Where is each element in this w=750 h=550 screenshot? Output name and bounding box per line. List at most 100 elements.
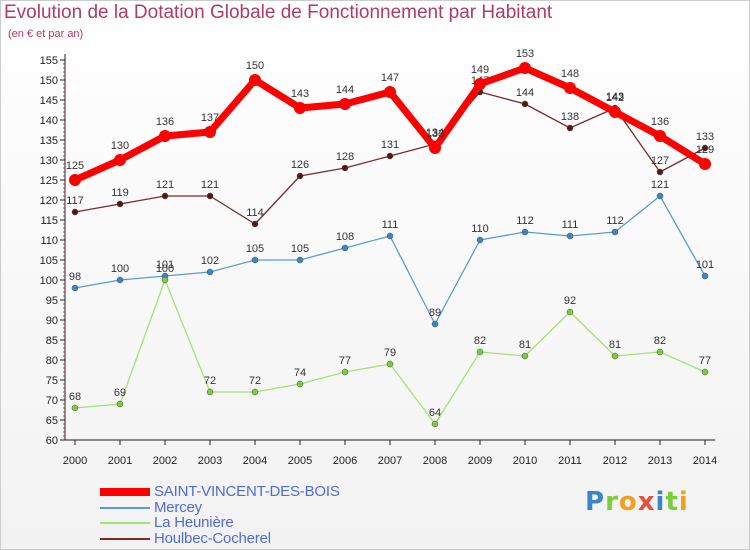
legend-swatch — [100, 488, 150, 496]
data-label: 112 — [606, 215, 624, 227]
data-point — [296, 172, 304, 180]
data-label: 114 — [246, 207, 264, 219]
data-point — [611, 228, 619, 236]
data-point — [294, 102, 306, 114]
y-tick-label: 150 — [40, 75, 58, 87]
x-tick-label: 2006 — [333, 455, 357, 467]
legend-item-la-heuniere: La Heunière — [100, 514, 360, 532]
x-tick-label: 2002 — [153, 455, 177, 467]
legend-item-houlbec-cocherel: Houlbec-Cocherel — [100, 530, 360, 548]
data-label: 110 — [471, 223, 489, 235]
data-label: 143 — [606, 91, 624, 103]
data-point — [251, 220, 259, 228]
y-tick-label: 115 — [40, 215, 58, 227]
data-point — [114, 154, 126, 166]
data-label: 126 — [291, 159, 309, 171]
data-point — [566, 232, 574, 240]
data-point — [251, 256, 259, 264]
x-tick-label: 2000 — [63, 455, 87, 467]
y-tick-label: 105 — [40, 255, 58, 267]
data-label: 143 — [291, 88, 309, 100]
x-tick-label: 2009 — [468, 455, 492, 467]
y-tick-label: 70 — [46, 395, 58, 407]
legend-label: La Heunière — [154, 514, 234, 531]
y-tick-label: 75 — [46, 375, 58, 387]
data-label: 131 — [381, 139, 399, 151]
data-point — [296, 380, 304, 388]
data-point — [431, 320, 439, 328]
data-point — [521, 352, 529, 360]
data-point — [609, 106, 621, 118]
data-label: 98 — [69, 271, 81, 283]
data-point — [71, 208, 79, 216]
data-point — [476, 348, 484, 356]
data-label: 133 — [696, 131, 714, 143]
data-label: 153 — [516, 48, 534, 60]
legend-label: Houlbec-Cocherel — [154, 530, 271, 547]
data-point — [519, 62, 531, 74]
data-point — [384, 86, 396, 98]
data-point — [341, 164, 349, 172]
data-label: 150 — [246, 60, 264, 72]
data-point — [206, 192, 214, 200]
y-tick-label: 130 — [40, 155, 58, 167]
data-label: 102 — [201, 255, 219, 267]
data-label: 108 — [336, 231, 354, 243]
y-tick-label: 65 — [46, 415, 58, 427]
data-label: 130 — [111, 140, 129, 152]
data-point — [251, 388, 259, 396]
data-point — [161, 192, 169, 200]
data-label: 137 — [201, 112, 219, 124]
data-point — [656, 168, 664, 176]
data-point — [521, 100, 529, 108]
data-label: 105 — [291, 243, 309, 255]
data-point — [431, 420, 439, 428]
data-label: 72 — [204, 375, 216, 387]
y-tick-label: 90 — [46, 315, 58, 327]
data-label: 100 — [156, 263, 174, 275]
y-tick-label: 60 — [46, 435, 58, 447]
data-point — [249, 74, 261, 86]
legend-swatch — [100, 522, 150, 524]
data-point — [71, 284, 79, 292]
data-point — [296, 256, 304, 264]
data-label: 111 — [562, 219, 579, 231]
data-label: 105 — [246, 243, 264, 255]
data-label: 81 — [519, 339, 531, 351]
y-tick-label: 110 — [40, 235, 58, 247]
data-point — [701, 144, 709, 152]
data-point — [476, 236, 484, 244]
legend-item-mercey: Mercey — [100, 499, 360, 517]
data-point — [701, 368, 709, 376]
data-label: 74 — [294, 367, 306, 379]
data-point — [386, 360, 394, 368]
x-tick-label: 2005 — [288, 455, 312, 467]
logo-letter: r — [605, 487, 619, 517]
data-point — [71, 404, 79, 412]
logo-letter: t — [665, 487, 679, 517]
logo-letter: o — [618, 487, 638, 517]
data-label: 101 — [696, 259, 714, 271]
proxiti-logo: Proxiti — [585, 487, 689, 517]
data-label: 119 — [111, 187, 129, 199]
data-label: 136 — [651, 116, 669, 128]
data-label: 112 — [516, 215, 534, 227]
data-label: 127 — [651, 155, 669, 167]
data-point — [566, 308, 574, 316]
y-tick-label: 80 — [46, 355, 58, 367]
data-label: 147 — [381, 72, 399, 84]
data-label: 121 — [651, 179, 669, 191]
data-label: 121 — [156, 179, 174, 191]
data-label: 129 — [696, 144, 714, 156]
data-label: 125 — [66, 160, 84, 172]
y-tick-label: 135 — [40, 135, 58, 147]
data-point — [341, 368, 349, 376]
data-point — [429, 142, 441, 154]
y-tick-label: 140 — [40, 115, 58, 127]
data-label: 72 — [249, 375, 261, 387]
data-point — [611, 352, 619, 360]
y-tick-label: 85 — [46, 335, 58, 347]
data-point — [474, 78, 486, 90]
data-label: 82 — [654, 335, 666, 347]
